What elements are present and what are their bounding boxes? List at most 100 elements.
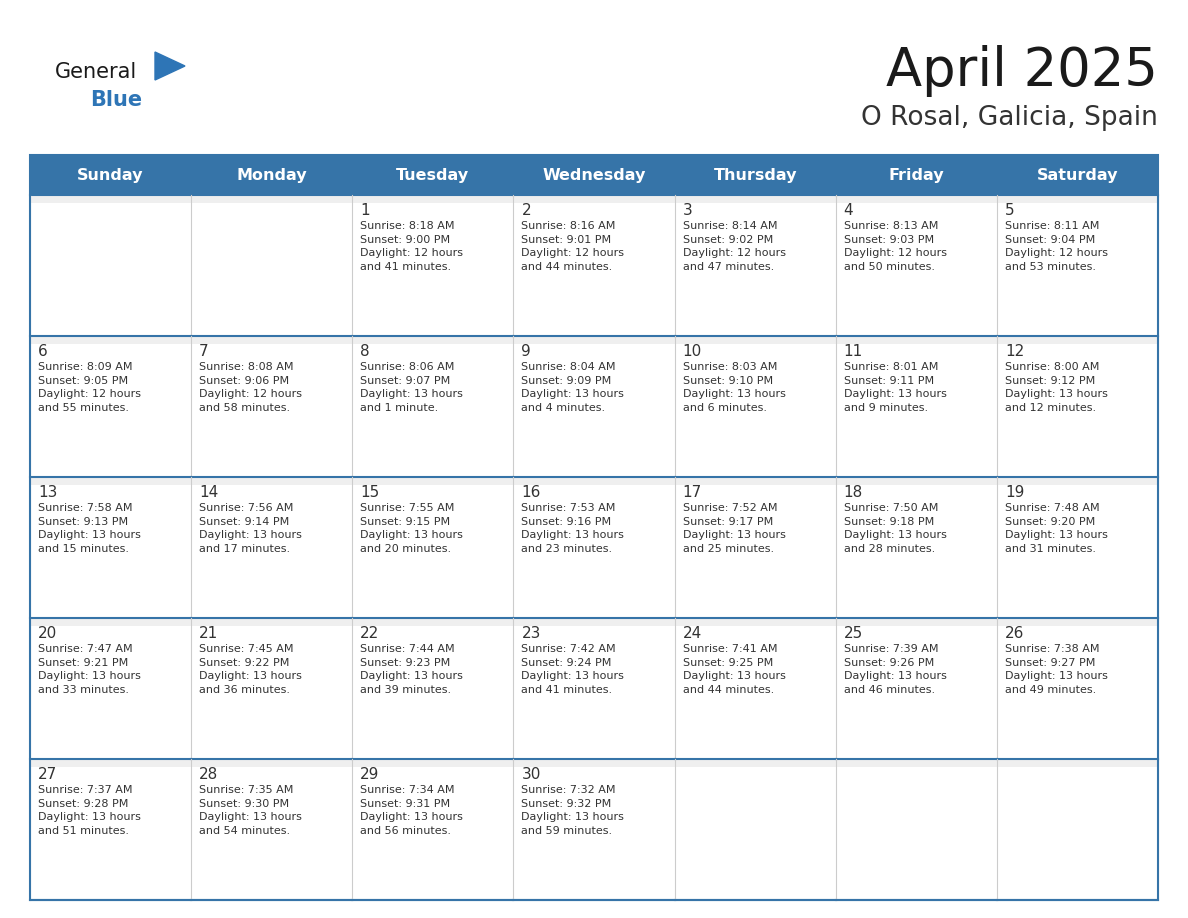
Text: Sunrise: 7:34 AM
Sunset: 9:31 PM
Daylight: 13 hours
and 56 minutes.: Sunrise: 7:34 AM Sunset: 9:31 PM Dayligh… [360,785,463,835]
Text: Sunrise: 8:08 AM
Sunset: 9:06 PM
Daylight: 12 hours
and 58 minutes.: Sunrise: 8:08 AM Sunset: 9:06 PM Dayligh… [200,362,302,413]
Bar [835,155,997,195]
Text: 21: 21 [200,626,219,641]
Bar [30,618,191,626]
Bar [675,618,835,759]
Bar [513,618,675,759]
Bar [835,195,997,203]
Text: Tuesday: Tuesday [397,167,469,183]
Bar [675,759,835,900]
Bar [513,195,675,203]
Text: Sunrise: 8:00 AM
Sunset: 9:12 PM
Daylight: 13 hours
and 12 minutes.: Sunrise: 8:00 AM Sunset: 9:12 PM Dayligh… [1005,362,1107,413]
Text: 23: 23 [522,626,541,641]
Text: Sunrise: 8:06 AM
Sunset: 9:07 PM
Daylight: 13 hours
and 1 minute.: Sunrise: 8:06 AM Sunset: 9:07 PM Dayligh… [360,362,463,413]
Bar [835,336,997,344]
Polygon shape [154,52,185,80]
Text: 5: 5 [1005,203,1015,218]
Text: 7: 7 [200,344,209,359]
Bar [353,155,513,195]
Bar [191,195,353,203]
Text: Sunrise: 7:55 AM
Sunset: 9:15 PM
Daylight: 13 hours
and 20 minutes.: Sunrise: 7:55 AM Sunset: 9:15 PM Dayligh… [360,503,463,554]
Bar [997,336,1158,344]
Text: 10: 10 [683,344,702,359]
Bar [30,336,191,477]
Bar [997,336,1158,477]
Bar [30,195,191,336]
Bar [353,759,513,900]
Text: Sunrise: 8:04 AM
Sunset: 9:09 PM
Daylight: 13 hours
and 4 minutes.: Sunrise: 8:04 AM Sunset: 9:09 PM Dayligh… [522,362,625,413]
Text: 20: 20 [38,626,57,641]
Text: 8: 8 [360,344,369,359]
Text: 13: 13 [38,485,57,500]
Bar [997,759,1158,767]
Text: Sunrise: 7:38 AM
Sunset: 9:27 PM
Daylight: 13 hours
and 49 minutes.: Sunrise: 7:38 AM Sunset: 9:27 PM Dayligh… [1005,644,1107,695]
Bar [675,477,835,618]
Text: Sunday: Sunday [77,167,144,183]
Bar [30,155,191,195]
Bar [997,618,1158,759]
Bar [353,195,513,336]
Bar [513,477,675,618]
Text: Sunrise: 7:58 AM
Sunset: 9:13 PM
Daylight: 13 hours
and 15 minutes.: Sunrise: 7:58 AM Sunset: 9:13 PM Dayligh… [38,503,141,554]
Bar [353,477,513,618]
Text: 19: 19 [1005,485,1024,500]
Text: Monday: Monday [236,167,307,183]
Text: 2: 2 [522,203,531,218]
Text: Sunrise: 8:09 AM
Sunset: 9:05 PM
Daylight: 12 hours
and 55 minutes.: Sunrise: 8:09 AM Sunset: 9:05 PM Dayligh… [38,362,141,413]
Text: Sunrise: 8:18 AM
Sunset: 9:00 PM
Daylight: 12 hours
and 41 minutes.: Sunrise: 8:18 AM Sunset: 9:00 PM Dayligh… [360,221,463,272]
Text: 18: 18 [843,485,862,500]
Text: Sunrise: 8:03 AM
Sunset: 9:10 PM
Daylight: 13 hours
and 6 minutes.: Sunrise: 8:03 AM Sunset: 9:10 PM Dayligh… [683,362,785,413]
Bar [191,618,353,759]
Text: Sunrise: 8:16 AM
Sunset: 9:01 PM
Daylight: 12 hours
and 44 minutes.: Sunrise: 8:16 AM Sunset: 9:01 PM Dayligh… [522,221,625,272]
Text: 1: 1 [360,203,369,218]
Bar [191,759,353,900]
Text: 3: 3 [683,203,693,218]
Text: Thursday: Thursday [713,167,797,183]
Bar [835,477,997,618]
Bar [30,477,191,485]
Bar [30,759,191,900]
Bar [513,759,675,767]
Bar [675,336,835,477]
Text: Sunrise: 7:56 AM
Sunset: 9:14 PM
Daylight: 13 hours
and 17 minutes.: Sunrise: 7:56 AM Sunset: 9:14 PM Dayligh… [200,503,302,554]
Text: Sunrise: 8:14 AM
Sunset: 9:02 PM
Daylight: 12 hours
and 47 minutes.: Sunrise: 8:14 AM Sunset: 9:02 PM Dayligh… [683,221,785,272]
Bar [30,336,191,344]
Bar [191,618,353,626]
Bar [835,759,997,900]
Bar [997,155,1158,195]
Bar [675,477,835,485]
Bar [191,336,353,344]
Bar [835,336,997,477]
Bar [835,618,997,759]
Text: 28: 28 [200,767,219,782]
Bar [835,759,997,767]
Text: Sunrise: 8:01 AM
Sunset: 9:11 PM
Daylight: 13 hours
and 9 minutes.: Sunrise: 8:01 AM Sunset: 9:11 PM Dayligh… [843,362,947,413]
Bar [835,195,997,336]
Bar [30,195,191,203]
Text: 14: 14 [200,485,219,500]
Text: Friday: Friday [889,167,944,183]
Bar [513,477,675,485]
Text: 4: 4 [843,203,853,218]
Bar [835,477,997,485]
Text: Sunrise: 7:41 AM
Sunset: 9:25 PM
Daylight: 13 hours
and 44 minutes.: Sunrise: 7:41 AM Sunset: 9:25 PM Dayligh… [683,644,785,695]
Bar [997,618,1158,626]
Text: Sunrise: 7:35 AM
Sunset: 9:30 PM
Daylight: 13 hours
and 54 minutes.: Sunrise: 7:35 AM Sunset: 9:30 PM Dayligh… [200,785,302,835]
Text: Wednesday: Wednesday [542,167,646,183]
Text: Sunrise: 7:47 AM
Sunset: 9:21 PM
Daylight: 13 hours
and 33 minutes.: Sunrise: 7:47 AM Sunset: 9:21 PM Dayligh… [38,644,141,695]
Text: 30: 30 [522,767,541,782]
Bar [675,759,835,767]
Text: 24: 24 [683,626,702,641]
Text: 22: 22 [360,626,379,641]
Bar [675,618,835,626]
Bar [353,618,513,626]
Bar [30,155,1158,900]
Bar [30,759,191,767]
Bar [675,195,835,203]
Bar [835,618,997,626]
Text: 26: 26 [1005,626,1024,641]
Text: 12: 12 [1005,344,1024,359]
Bar [30,477,191,618]
Text: Sunrise: 7:52 AM
Sunset: 9:17 PM
Daylight: 13 hours
and 25 minutes.: Sunrise: 7:52 AM Sunset: 9:17 PM Dayligh… [683,503,785,554]
Bar [513,336,675,344]
Bar [513,195,675,336]
